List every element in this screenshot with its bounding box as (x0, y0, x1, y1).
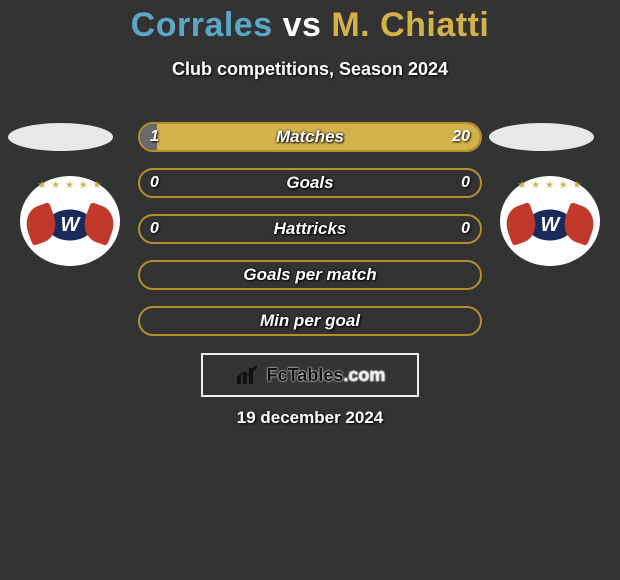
avatar-left (8, 123, 113, 151)
brand-text-light: .com (343, 365, 385, 385)
badge-wings-icon: W (30, 198, 110, 252)
bar-label: Goals (140, 170, 480, 196)
stat-bar: 00Hattricks (138, 214, 482, 244)
badge-letter: W (541, 214, 560, 237)
bar-label: Min per goal (140, 308, 480, 334)
subtitle: Club competitions, Season 2024 (0, 59, 620, 80)
avatar-right (489, 123, 594, 151)
stat-bar: Min per goal (138, 306, 482, 336)
brand-text: FcTables.com (267, 365, 386, 386)
stats-panel: 120Matches 00Goals 00Hattricks Goals per ma… (138, 122, 482, 352)
title-right: M. Chiatti (331, 6, 489, 44)
stat-bar: 120Matches (138, 122, 482, 152)
stat-bar: Goals per match (138, 260, 482, 290)
badge-letter: W (61, 214, 80, 237)
brand-chart-icon (235, 364, 261, 386)
brand-box: FcTables.com (201, 353, 419, 397)
bar-label: Matches (140, 124, 480, 150)
title-vs: vs (283, 6, 322, 44)
stat-bar: 00Goals (138, 168, 482, 198)
bar-label: Hattricks (140, 216, 480, 242)
bar-label: Goals per match (140, 262, 480, 288)
brand-text-dark: FcTables (267, 365, 344, 385)
title-left: Corrales (131, 6, 273, 44)
club-badge-right: ★ ★ ★ ★ ★ W (500, 176, 600, 266)
page-title: Corrales vs M. Chiatti (0, 0, 620, 45)
badge-stars-icon: ★ ★ ★ ★ ★ (20, 180, 120, 191)
badge-wings-icon: W (510, 198, 590, 252)
date-text: 19 december 2024 (0, 408, 620, 428)
badge-stars-icon: ★ ★ ★ ★ ★ (500, 180, 600, 191)
club-badge-left: ★ ★ ★ ★ ★ W (20, 176, 120, 266)
